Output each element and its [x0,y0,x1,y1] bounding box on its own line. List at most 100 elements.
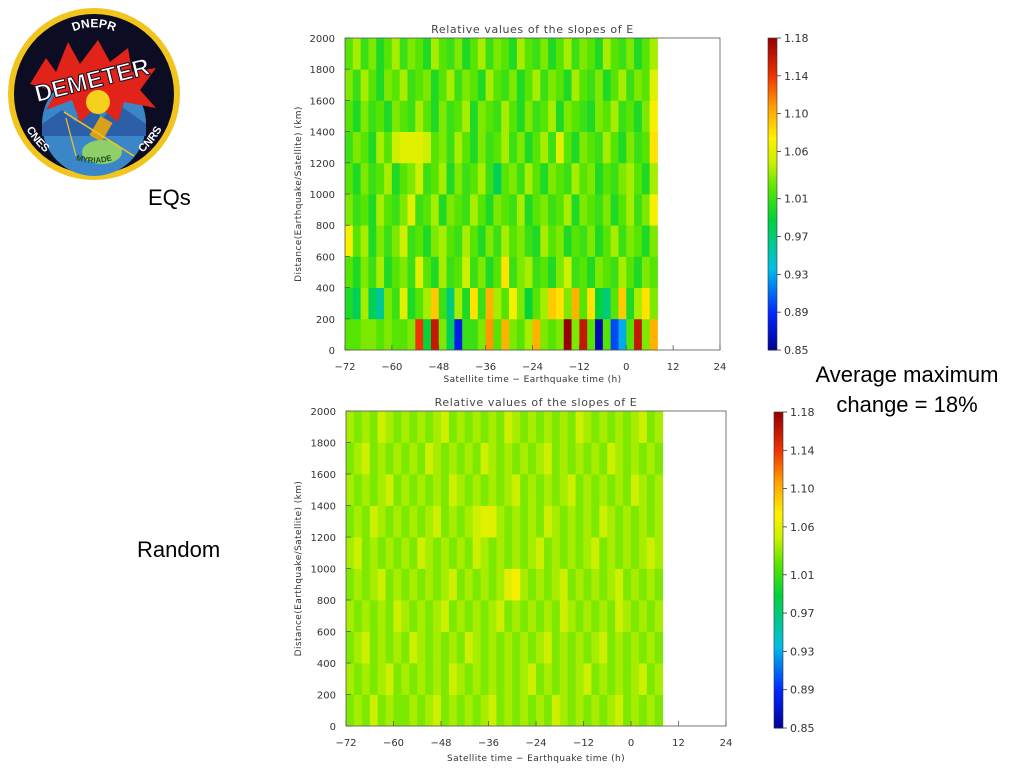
heatmap-cell [575,442,584,475]
heatmap-cell [587,162,596,195]
colorbar-segment [774,596,783,600]
colorbar-segment [774,538,783,542]
colorbar-segment [774,435,783,439]
heatmap-cell [493,194,502,226]
colorbar-segment [768,199,777,203]
heatmap-cell [563,256,572,288]
heatmap-cell [607,537,616,569]
heatmap-cell [446,38,455,70]
heatmap-cell [634,194,643,226]
heatmap-cell [623,411,632,443]
heatmap-cell [501,162,510,195]
heatmap-cell [385,663,394,695]
heatmap-cell [626,100,635,132]
heatmap-cell [401,600,410,632]
heatmap-cell [352,69,362,101]
heatmap-cell [571,69,580,101]
heatmap-cell [346,474,355,506]
heatmap-cell [423,287,432,320]
heatmap-cell [599,568,608,601]
heatmap-cell [438,225,447,257]
heatmap-cell [472,568,481,601]
heatmap-cell [417,568,426,601]
heatmap-cell [353,505,363,538]
colorbar-segment [768,53,777,57]
heatmap-cell [401,631,410,664]
colorbar-segment [768,110,777,114]
heatmap-cell [532,287,541,320]
heatmap-cell [512,442,521,475]
colorbar-segment [768,194,777,198]
heatmap-cell [548,100,557,132]
heatmap-cell [377,411,386,443]
colorbar-segment [774,556,783,560]
heatmap-cell [563,69,572,101]
heatmap-cell [528,537,537,569]
heatmap-cell [485,256,494,288]
colorbar-segment [774,641,783,645]
heatmap-cell [559,474,569,506]
heatmap-cell [528,600,537,632]
heatmap-cell [623,537,632,569]
heatmap-cell [368,162,377,195]
colorbar-segment [768,64,777,68]
colorbar-label: 1.18 [784,32,809,45]
heatmap-cell [433,568,442,601]
heatmap-cell [415,131,424,164]
heatmap-cell [417,411,426,443]
heatmap-cell [641,194,651,226]
heatmap-cell [368,225,377,257]
heatmap-cell [602,162,612,195]
heatmap-cell [346,411,355,443]
heatmap-cell [353,568,363,601]
heatmap-cell [602,38,612,70]
heatmap-cell [345,162,354,195]
colorbar-segment [768,92,777,96]
colorbar-label: 1.01 [790,569,815,582]
heatmap-cell [646,663,656,695]
heatmap-cell [618,162,627,195]
colorbar-segment [774,662,783,666]
heatmap-cell [634,131,643,164]
colorbar-segment [768,300,777,304]
colorbar-segment [774,480,783,484]
heatmap-cell [477,131,487,164]
heatmap-cell [423,131,432,164]
heatmap-cell [543,600,553,632]
colorbar-segment [774,525,783,529]
heatmap-cell [602,256,612,288]
heatmap-cell [438,287,447,320]
heatmap-cell [409,442,418,475]
heatmap-cell [464,474,474,506]
heatmap-cell [610,318,619,351]
colorbar-segment [768,165,777,169]
heatmap-cell [646,442,656,475]
heatmap-cell [559,568,569,601]
heatmap-cell [615,600,624,632]
heatmap-cell [646,505,656,538]
heatmap-cell [496,442,505,475]
logo-top-text: DNEPR [70,16,118,34]
colorbar-segment [768,269,777,273]
colorbar-segment [774,522,783,526]
heatmap-cell [618,131,627,164]
heatmap-cell [480,537,489,569]
heatmap-cell [456,442,466,475]
heatmap-cell [346,694,355,727]
colorbar-segment [774,704,783,708]
heatmap-cell [623,694,632,727]
heatmap-cell [417,631,426,664]
heatmap-cell [532,131,541,164]
heatmap-cell [641,162,651,195]
heatmap-cell [654,474,664,506]
heatmap-cell [638,663,648,695]
heatmap-cell [524,100,533,132]
colorbar-label: 1.06 [790,521,815,534]
colorbar-segment [768,220,777,224]
colorbar-segment [768,290,777,294]
heatmap-cell [575,474,584,506]
colorbar-segment [768,147,777,151]
colorbar-segment [774,570,783,574]
heatmap-cell [415,318,424,351]
heatmap-cell [528,694,537,727]
